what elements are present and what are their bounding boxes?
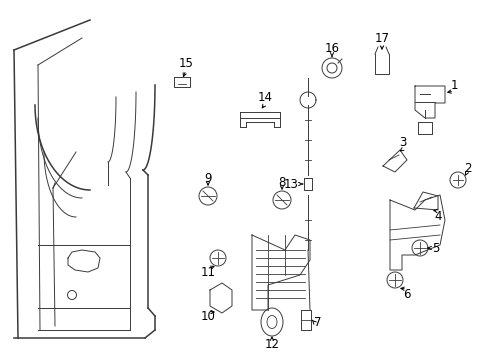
Text: 1: 1: [449, 78, 457, 91]
Text: 16: 16: [324, 41, 339, 54]
Text: 4: 4: [433, 210, 441, 222]
Text: 14: 14: [257, 90, 272, 104]
Text: 6: 6: [403, 288, 410, 301]
Text: 3: 3: [399, 135, 406, 149]
Text: 8: 8: [278, 176, 285, 189]
Text: 17: 17: [374, 32, 389, 45]
Text: 9: 9: [204, 171, 211, 185]
Text: 11: 11: [200, 266, 215, 279]
Text: 2: 2: [463, 162, 471, 175]
Text: 7: 7: [314, 315, 321, 328]
Text: 12: 12: [264, 338, 279, 351]
Text: 15: 15: [178, 57, 193, 69]
Text: 10: 10: [200, 310, 215, 323]
Text: 5: 5: [431, 242, 439, 255]
Text: 13: 13: [283, 177, 298, 190]
